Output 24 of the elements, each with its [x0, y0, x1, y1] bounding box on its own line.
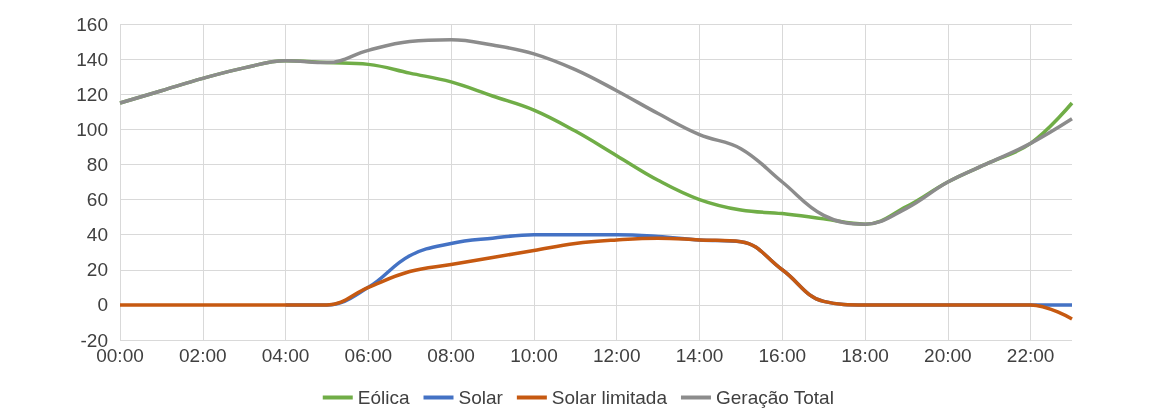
y-tick-label: 80: [86, 153, 108, 175]
y-tick-label: 120: [76, 83, 108, 105]
y-tick-label: 0: [97, 294, 108, 316]
x-tick-label: 18:00: [841, 345, 889, 366]
legend-label: Solar: [458, 387, 504, 408]
legend-label: Solar limitada: [551, 387, 668, 408]
y-tick-label: 60: [86, 189, 108, 211]
x-tick-label: 04:00: [261, 345, 310, 366]
x-tick-label: 22:00: [1006, 345, 1055, 366]
x-tick-label: 12:00: [592, 345, 641, 366]
y-tick-label: 40: [86, 224, 108, 246]
x-tick-label: 16:00: [758, 345, 807, 366]
x-tick-label: 02:00: [179, 345, 227, 366]
y-tick-label: 100: [76, 118, 108, 140]
legend-label: Geração Total: [715, 387, 834, 408]
y-tick-label: 20: [86, 259, 108, 281]
legend-label: Eólica: [357, 387, 410, 408]
x-tick-label: 08:00: [427, 345, 475, 366]
x-tick-label: 10:00: [510, 345, 558, 366]
x-tick-label: 20:00: [924, 345, 972, 366]
y-tick-label: 140: [76, 48, 108, 70]
y-tick-label: 160: [76, 13, 108, 35]
x-tick-label: 06:00: [344, 345, 393, 366]
x-tick-label: 14:00: [675, 345, 724, 366]
